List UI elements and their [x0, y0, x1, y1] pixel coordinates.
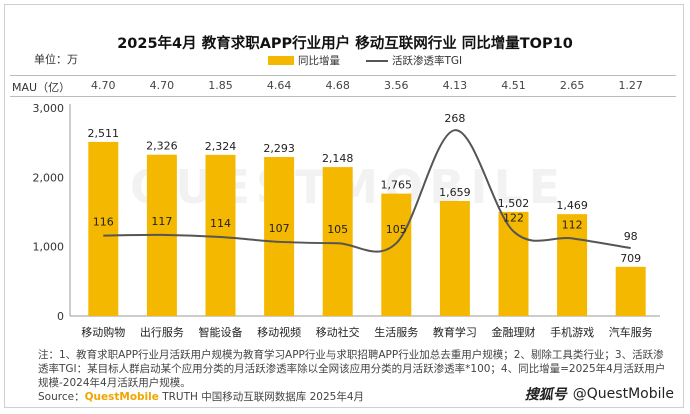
- tgi-value-label: 98: [624, 230, 638, 243]
- bar: [381, 193, 412, 316]
- mau-value: 4.70: [91, 79, 116, 92]
- bar-value-label: 2,293: [263, 142, 295, 155]
- tgi-value-label: 268: [444, 112, 465, 125]
- x-category-label: 移动社交: [316, 325, 360, 339]
- tgi-value-label: 114: [210, 217, 231, 230]
- x-category-label: 教育学习: [433, 325, 477, 339]
- mau-value: 1.27: [618, 79, 643, 92]
- bar: [615, 266, 646, 316]
- source-prefix: Source：: [38, 391, 85, 403]
- footer-watermark: 搜狐号 @QuestMobile: [525, 384, 674, 404]
- x-category-label: 移动购物: [81, 325, 125, 339]
- x-category-label: 手机游戏: [550, 325, 594, 339]
- tgi-value-label: 107: [269, 222, 290, 235]
- bar-value-label: 1,502: [498, 197, 530, 210]
- legend-bar-swatch: [268, 56, 294, 65]
- x-category-label: 汽车服务: [609, 325, 653, 339]
- y-tick-label: 3,000: [33, 102, 65, 115]
- footer-handle: @QuestMobile: [572, 386, 674, 402]
- mau-value: 4.51: [501, 79, 526, 92]
- bar: [557, 214, 588, 316]
- legend-line-swatch: [366, 59, 388, 62]
- bar: [88, 141, 119, 316]
- mau-value: 1.85: [208, 79, 233, 92]
- x-category-label: 出行服务: [140, 325, 184, 339]
- mau-value: 4.13: [442, 79, 468, 92]
- bar-value-label: 2,148: [322, 152, 354, 165]
- bar-value-label: 709: [620, 252, 641, 265]
- bar: [498, 211, 529, 316]
- mau-value: 2.65: [559, 79, 585, 92]
- x-category-label: 生活服务: [374, 325, 418, 339]
- tgi-value-label: 112: [562, 218, 583, 231]
- mau-header: MAU（亿）: [12, 81, 71, 94]
- bar-value-label: 2,326: [146, 140, 178, 153]
- legend-line-label: 活跃渗透率TGI: [392, 55, 463, 67]
- bar: [322, 167, 353, 316]
- source-rest: TRUTH 中国移动互联网数据库 2025年4月: [158, 391, 364, 403]
- sohu-logo: 搜狐号: [524, 387, 567, 403]
- bar-value-label: 2,324: [205, 140, 237, 153]
- bar: [439, 200, 470, 316]
- y-tick-label: 0: [57, 310, 64, 323]
- mau-row: MAU（亿） 4.70 4.70 1.85 4.64 4.68 3.56 4.13 4.51 2…: [10, 75, 676, 97]
- chart-title: 2025年4月 教育求职APP行业用户 移动互联网行业 同比增量TOP10: [117, 36, 573, 52]
- bar-value-label: 2,511: [88, 127, 120, 140]
- bar-value-label: 1,765: [381, 179, 413, 192]
- mau-value: 3.56: [384, 79, 409, 92]
- y-tick-label: 1,000: [33, 241, 65, 254]
- tgi-line: [103, 129, 631, 253]
- tgi-value-label: 122: [503, 211, 524, 224]
- mau-value: 4.70: [149, 79, 175, 92]
- tgi-value-label: 117: [151, 215, 172, 228]
- mau-value: 4.64: [266, 79, 292, 92]
- x-category-label: 移动视频: [257, 325, 301, 339]
- tgi-value-label: 116: [93, 216, 114, 229]
- x-category-label: 金融理财: [492, 325, 536, 339]
- bar-value-label: 1,659: [439, 186, 471, 199]
- legend: 同比增量 活跃渗透率TGI: [268, 53, 462, 68]
- tgi-value-label: 105: [386, 223, 407, 236]
- source-line: Source：QuestMobile TRUTH 中国移动互联网数据库 2025…: [38, 389, 364, 404]
- legend-bar-label: 同比增量: [298, 55, 340, 67]
- footnote: 注：1、教育求职APP行业月活跃用户规模为教育学习APP行业与求职招聘APP行业…: [38, 349, 666, 389]
- unit-label: 单位：万: [34, 53, 78, 66]
- x-category-label: 智能设备: [199, 325, 243, 339]
- source-brand: QuestMobile: [84, 391, 159, 403]
- y-tick-label: 2,000: [33, 171, 65, 184]
- chart-frame: [4, 4, 684, 408]
- bar: [264, 157, 295, 316]
- mau-value: 4.68: [325, 79, 350, 92]
- bar-value-label: 1,469: [556, 199, 588, 212]
- tgi-value-label: 105: [327, 223, 348, 236]
